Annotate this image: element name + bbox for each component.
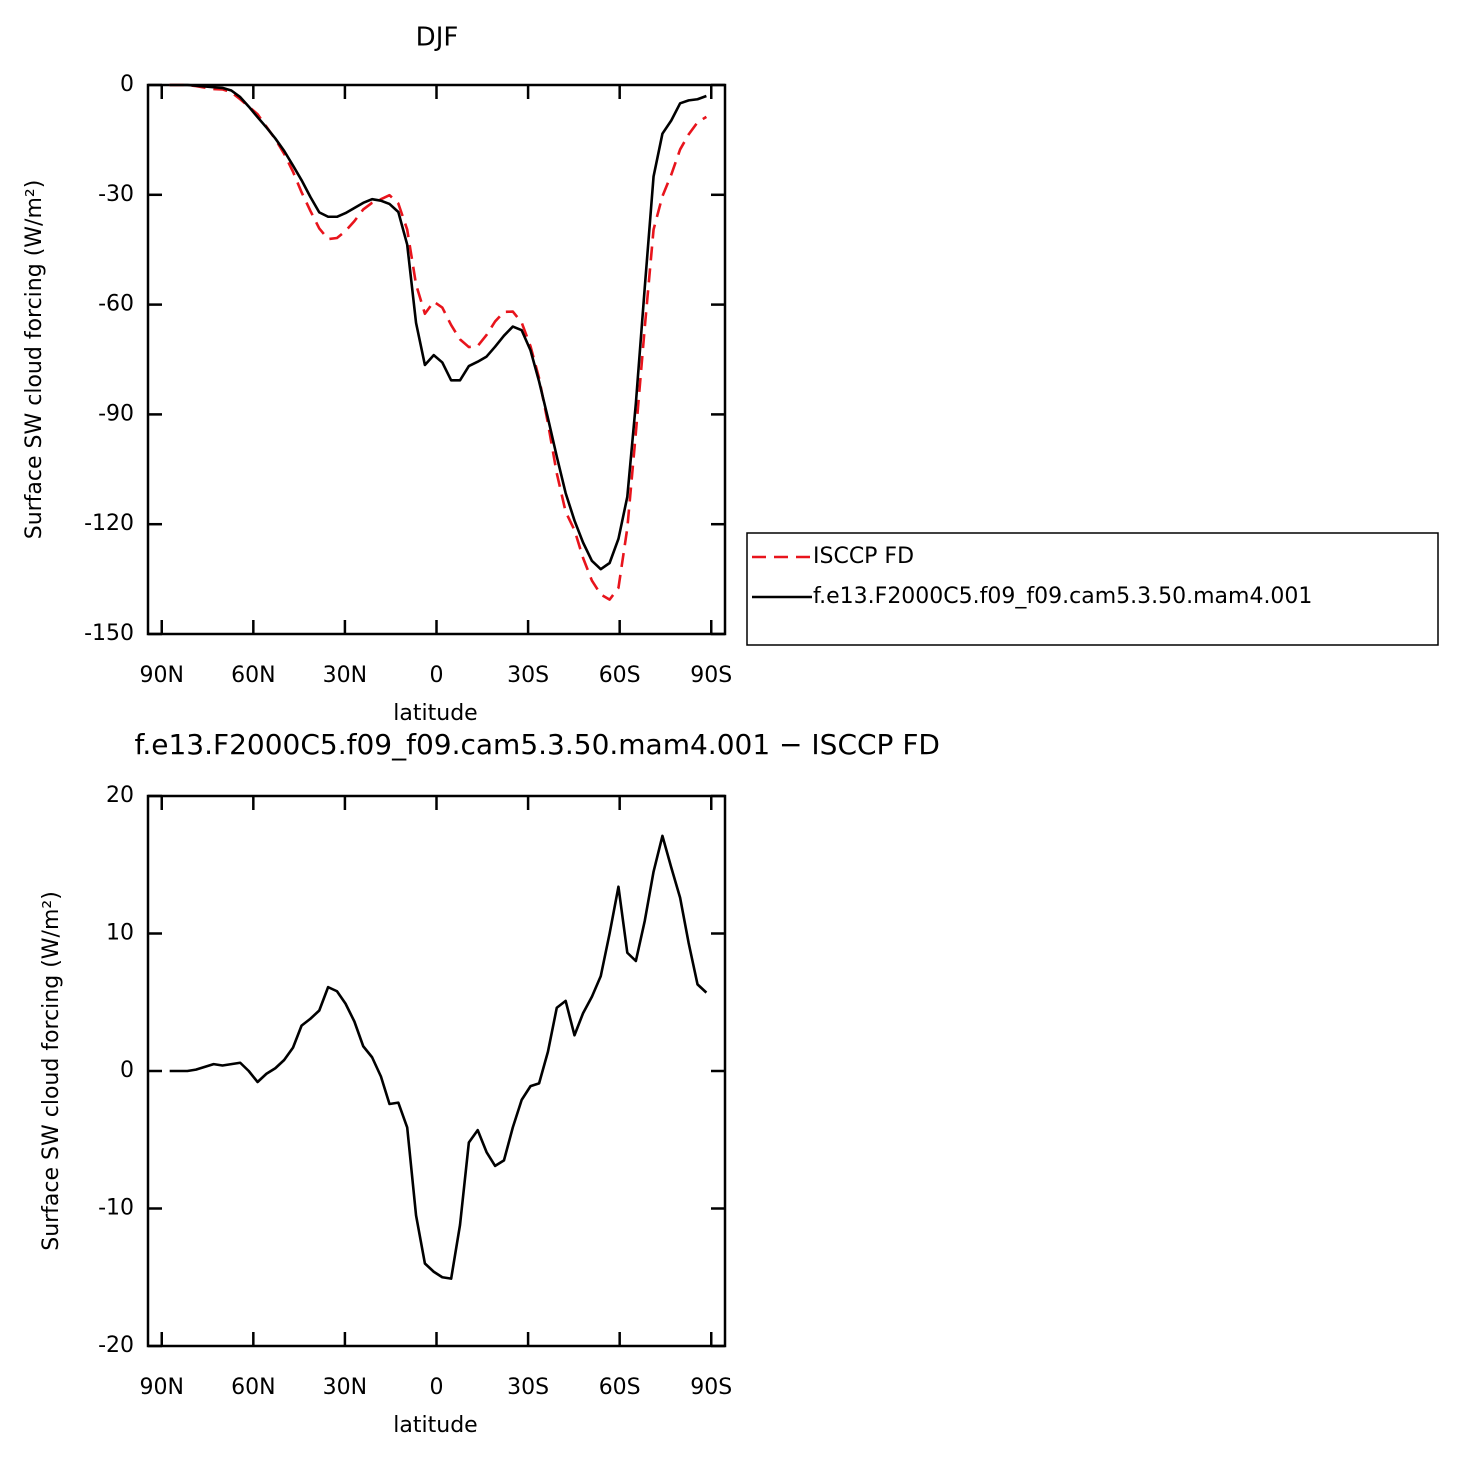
chart-title: DJF — [416, 23, 459, 53]
plot-frame — [146, 794, 727, 1348]
y-tick-label: 20 — [106, 783, 134, 808]
panel: f.e13.F2000C5.f09_f09.cam5.3.50.mam4.001… — [39, 728, 940, 1438]
y-axis-title: Surface SW cloud forcing (W/m²) — [39, 891, 64, 1251]
x-tick-label: 0 — [430, 663, 444, 688]
data-line — [169, 83, 708, 601]
x-tick-label: 90N — [140, 1375, 184, 1400]
x-tick-label: 30N — [323, 663, 367, 688]
y-tick-label: 0 — [120, 1058, 134, 1083]
legend-label: ISCCP FD — [813, 544, 914, 569]
y-tick-label: -90 — [98, 401, 134, 426]
x-tick-label: 30S — [507, 1375, 549, 1400]
x-tick-label: 90S — [690, 663, 732, 688]
x-tick-label: 60S — [599, 663, 641, 688]
y-tick-label: -30 — [98, 182, 134, 207]
legend-label: f.e13.F2000C5.f09_f09.cam5.3.50.mam4.001 — [813, 584, 1312, 609]
y-tick-label: -20 — [98, 1333, 134, 1358]
y-tick-label: -150 — [84, 621, 134, 646]
x-tick-label: 90N — [140, 663, 184, 688]
y-tick-label: 10 — [106, 921, 134, 946]
legend: ISCCP FD f.e13.F2000C5.f09_f09.cam5.3.50.… — [746, 532, 1439, 646]
y-tick-label: -120 — [84, 511, 134, 536]
y-tick-label: 0 — [120, 72, 134, 97]
x-tick-label: 60S — [599, 1375, 641, 1400]
data-line — [169, 834, 708, 1280]
x-tick-label: 60N — [231, 1375, 275, 1400]
x-tick-label: 30S — [507, 663, 549, 688]
y-axis-title: Surface SW cloud forcing (W/m²) — [22, 180, 47, 540]
y-tick-label: -10 — [98, 1196, 134, 1221]
legend-box — [746, 532, 1439, 646]
x-axis-title: latitude — [393, 1413, 477, 1438]
x-axis-title: latitude — [393, 701, 477, 726]
x-tick-label: 30N — [323, 1375, 367, 1400]
x-tick-label: 90S — [690, 1375, 732, 1400]
y-tick-label: -60 — [98, 292, 134, 317]
x-tick-label: 0 — [430, 1375, 444, 1400]
chart-title: f.e13.F2000C5.f09_f09.cam5.3.50.mam4.001… — [135, 728, 940, 761]
data-line — [169, 83, 707, 571]
x-tick-label: 60N — [231, 663, 275, 688]
